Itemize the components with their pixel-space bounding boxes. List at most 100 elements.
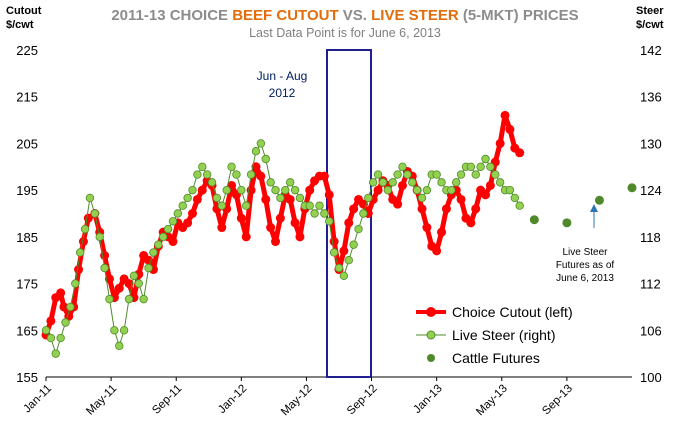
steer-point <box>202 170 212 179</box>
cutout-point <box>241 232 251 242</box>
steer-point <box>368 178 378 187</box>
legend-steer-marker <box>426 330 436 340</box>
steer-point <box>422 185 432 195</box>
steer-series <box>41 139 524 358</box>
left-tick-label: 155 <box>16 370 38 385</box>
steer-point <box>95 232 104 242</box>
cutout-point <box>432 246 442 256</box>
cutout-point <box>295 232 305 242</box>
steer-point <box>261 154 270 164</box>
steer-point <box>281 185 290 195</box>
steer-point <box>227 162 236 171</box>
steer-point <box>276 193 285 203</box>
steer-point <box>232 170 241 179</box>
steer-point <box>134 279 143 288</box>
highlight-label-line1: Jun - Aug <box>257 69 308 83</box>
steer-point <box>110 326 119 335</box>
steer-point <box>412 185 422 195</box>
cutout-point <box>495 138 505 148</box>
cutout-point <box>168 237 178 247</box>
cutout-point <box>349 204 359 214</box>
cutout-point <box>437 227 447 237</box>
futures-point <box>627 183 637 193</box>
right-tick-label: 100 <box>640 370 662 385</box>
steer-point <box>491 170 500 179</box>
steer-point <box>432 170 441 179</box>
steer-point <box>320 209 329 218</box>
x-tick-label: May-13 <box>474 383 510 419</box>
left-tick-label: 225 <box>16 43 38 58</box>
steer-point <box>246 170 256 179</box>
steer-point <box>188 185 197 195</box>
left-axis-label-line2: $/cwt <box>6 19 34 31</box>
steer-point <box>295 193 305 203</box>
x-tick-labels: Jan-11 May-11 Sep-11 Jan-12 May-12 Sep-12 Jan-… <box>21 377 575 418</box>
steer-point <box>388 178 397 187</box>
cutout-point <box>236 213 246 223</box>
futures-point <box>594 195 604 205</box>
cutout-point <box>261 194 271 204</box>
steer-point <box>251 147 261 156</box>
steer-point <box>305 201 314 210</box>
steer-point <box>437 178 446 187</box>
cutout-line <box>43 112 522 336</box>
cutout-point <box>485 180 495 190</box>
chart-title: 2011-13 CHOICE BEEF CUTOUT VS. LIVE STEE… <box>111 7 578 24</box>
cutout-point <box>251 162 261 172</box>
cutout-point <box>74 265 84 275</box>
steer-point <box>495 178 505 187</box>
steer-point <box>310 209 319 218</box>
steer-point <box>290 185 300 195</box>
right-tick-label: 130 <box>640 136 662 151</box>
steer-point <box>198 162 207 171</box>
futures-annotation-arrowhead <box>590 204 598 212</box>
cutout-point <box>505 124 515 134</box>
left-tick-label: 195 <box>16 183 38 198</box>
cutout-point <box>441 204 451 214</box>
steer-point <box>158 232 168 242</box>
steer-point <box>149 248 158 257</box>
right-axis-label-line1: Steer <box>636 5 664 17</box>
steer-point <box>266 178 275 187</box>
cutout-point <box>417 204 427 214</box>
cutout-point <box>56 288 66 298</box>
left-tick-label: 165 <box>16 323 38 338</box>
steer-point <box>271 185 280 195</box>
right-tick-label: 112 <box>640 277 661 292</box>
cutout-point <box>305 185 315 195</box>
cutout-point <box>481 190 490 200</box>
legend-futures-marker <box>427 354 435 362</box>
steer-point <box>90 209 100 218</box>
left-tick-label: 205 <box>16 136 38 151</box>
steer-point <box>41 326 51 335</box>
steer-point <box>105 294 114 304</box>
steer-point <box>354 224 363 234</box>
left-tick-label: 175 <box>16 277 38 292</box>
steer-point <box>256 139 266 148</box>
x-tick-label: Sep-13 <box>540 383 575 418</box>
futures-annotation-line3: June 6, 2013 <box>556 273 614 284</box>
steer-point <box>80 224 90 234</box>
cutout-point <box>59 302 69 312</box>
steer-point <box>373 170 383 179</box>
steer-point <box>193 170 202 179</box>
steer-point <box>222 185 231 195</box>
steer-point <box>212 193 222 203</box>
cutout-point <box>114 283 124 293</box>
steer-point <box>344 256 353 265</box>
legend-cutout-label: Choice Cutout (left) <box>452 304 573 320</box>
steer-point <box>329 248 339 257</box>
steer-point <box>481 154 490 164</box>
steer-point <box>51 349 60 358</box>
steer-point <box>486 162 495 171</box>
steer-point <box>183 193 192 203</box>
steer-point <box>325 217 334 226</box>
cutout-point <box>197 185 207 195</box>
steer-point <box>456 170 466 179</box>
right-axis-label-line2: $/cwt <box>636 19 664 31</box>
steer-point <box>207 178 217 187</box>
cutout-point <box>471 204 481 214</box>
steer-point <box>129 271 139 280</box>
steer-point <box>119 326 129 335</box>
